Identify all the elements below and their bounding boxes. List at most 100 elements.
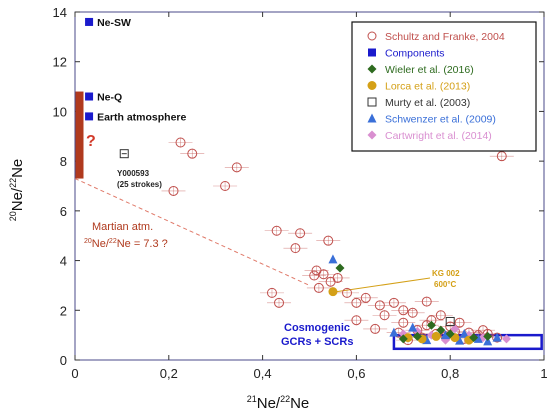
murty-label-1: Y000593 xyxy=(117,169,150,178)
legend-marker-schultz xyxy=(367,31,377,41)
schultz-point xyxy=(187,148,198,159)
wieler-point xyxy=(335,263,345,273)
murty-point xyxy=(119,149,129,159)
schwenzer-point xyxy=(328,254,338,264)
legend-label-murty: Murty et al. (2003) xyxy=(385,97,470,109)
wieler-point xyxy=(412,331,422,341)
legend-label-schultz: Schultz and Franke, 2004 xyxy=(385,31,505,43)
wieler-point xyxy=(426,320,436,330)
wieler-point xyxy=(436,325,446,335)
legend-label-components: Components xyxy=(385,48,445,60)
y-tick-label: 6 xyxy=(60,204,67,219)
schultz-point xyxy=(309,270,320,281)
x-tick-label: 0,6 xyxy=(347,366,365,381)
legend-marker-cartwright xyxy=(367,130,377,140)
murty-label-2: (25 strokes) xyxy=(117,180,162,189)
x-tick-label: 0,4 xyxy=(254,366,272,381)
legend-label-cartwright: Cartwright et al. (2014) xyxy=(385,130,492,142)
schultz-point xyxy=(274,297,285,308)
y-tick-label: 0 xyxy=(60,353,67,368)
schwenzer-point xyxy=(455,335,465,345)
cosmogenic-label-1: Cosmogenic xyxy=(284,322,350,334)
legend-label-schwenzer: Schwenzer et al. (2009) xyxy=(385,114,496,126)
schultz-point xyxy=(379,310,390,321)
schultz-point xyxy=(342,287,353,298)
cosmogenic-label-2: GCRs + SCRs xyxy=(281,336,353,348)
y-tick-label: 12 xyxy=(53,55,67,70)
schultz-point xyxy=(290,243,301,254)
plot-frame xyxy=(74,11,545,361)
legend-marker-wieler xyxy=(367,64,377,74)
martian-mixing-line xyxy=(74,178,310,286)
y-tick-label: 8 xyxy=(60,154,67,169)
schultz-point xyxy=(454,317,465,328)
cartwright-point xyxy=(450,324,460,334)
marks-layer xyxy=(119,137,514,346)
legend-marker-schwenzer xyxy=(367,113,377,123)
schwenzer-point xyxy=(408,322,418,332)
wieler-point xyxy=(483,331,493,341)
y-tick-label: 2 xyxy=(60,303,67,318)
schultz-point xyxy=(231,162,242,173)
legend-box xyxy=(351,21,537,152)
wieler-point xyxy=(398,334,408,344)
y-tick-label: 14 xyxy=(53,5,67,20)
schultz-point xyxy=(496,151,507,162)
schwenzer-point xyxy=(441,330,451,340)
lorca-point xyxy=(431,331,441,341)
component-marker xyxy=(85,17,94,26)
schultz-point xyxy=(351,297,362,308)
cartwright-point xyxy=(501,334,511,344)
wieler-point xyxy=(445,329,455,339)
schultz-point xyxy=(421,296,432,307)
schultz-point xyxy=(325,276,336,287)
schultz-point xyxy=(220,181,231,191)
component-marker xyxy=(85,112,94,121)
lorca-point xyxy=(328,287,338,297)
schultz-point xyxy=(370,323,381,334)
component-marker xyxy=(85,92,94,101)
schultz-point xyxy=(175,137,186,148)
schultz-point xyxy=(323,235,334,246)
x-axis-title: 21Ne/22Ne xyxy=(247,394,310,412)
component-label: Ne-SW xyxy=(97,17,131,29)
kg-pointer-line xyxy=(336,277,431,293)
martian-bar-question: ? xyxy=(86,133,96,150)
schwenzer-point xyxy=(473,333,483,343)
schultz-point xyxy=(168,185,179,196)
legend-marker-components xyxy=(368,48,376,57)
schultz-point xyxy=(318,269,329,280)
legend-marker-murty xyxy=(367,97,377,107)
x-tick-label: 0 xyxy=(71,366,78,381)
schwenzer-point xyxy=(492,332,502,342)
y-tick-label: 10 xyxy=(53,104,67,119)
schultz-point xyxy=(388,297,399,308)
components-layer: Ne-SW Ne-Q Earth atmosphere xyxy=(85,17,187,123)
legend-label-wieler: Wieler et al. (2016) xyxy=(385,64,474,76)
y-axis-title: 20Ne/22Ne xyxy=(8,159,26,222)
schultz-point xyxy=(374,300,385,311)
schultz-point xyxy=(435,310,446,321)
wieler-point xyxy=(469,333,479,343)
x-tick-label: 1 xyxy=(540,366,547,381)
schultz-point xyxy=(271,225,282,236)
component-label: Ne-Q xyxy=(97,92,122,104)
legend: Schultz and Franke, 2004 Components Wieler… xyxy=(351,21,537,152)
x-tick-label: 0,8 xyxy=(441,366,459,381)
schultz-point xyxy=(360,292,371,303)
schultz-point xyxy=(398,317,409,328)
kg-label-2: 600°C xyxy=(434,280,457,289)
schultz-point xyxy=(295,228,306,239)
x-tick-label: 0,2 xyxy=(160,366,178,381)
y-tick-label: 4 xyxy=(60,254,67,269)
schultz-point xyxy=(407,307,418,318)
schwenzer-point xyxy=(459,328,469,338)
schultz-point xyxy=(398,305,409,316)
component-label: Earth atmosphere xyxy=(97,111,186,123)
legend-label-lorca: Lorca et al. (2013) xyxy=(385,81,470,93)
schwenzer-point xyxy=(389,327,399,337)
kg-label-1: KG 002 xyxy=(432,269,460,278)
legend-marker-lorca xyxy=(367,81,377,90)
martian-atm-bar xyxy=(75,91,84,179)
